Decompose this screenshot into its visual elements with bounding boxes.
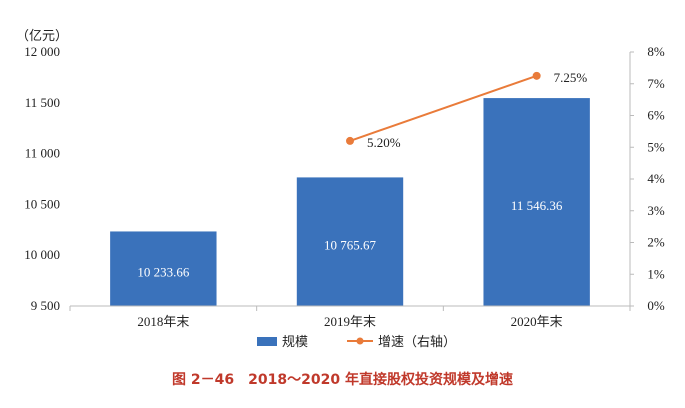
bars: 10 233.66 10 765.67 11 546.36 [110,98,590,307]
growth-point [532,71,541,80]
growth-point [346,136,354,145]
bar-value-label: 11 546.36 [511,198,563,213]
left-tick-label: 10 500 [24,196,60,211]
bar-value-label: 10 233.66 [137,265,190,280]
left-tick-label: 10 000 [24,247,60,262]
category-label: 2019年末 [324,314,376,329]
left-tick-label: 12 000 [24,44,60,59]
legend-bar-swatch [257,337,277,346]
figure-caption: 图 2－46 2018～2020 年直接股权投资规模及增速 [172,372,513,388]
category-labels: 2018年末 2019年末 2020年末 [69,306,631,329]
bar-3 [483,98,590,307]
right-tick-label: 5% [647,139,665,154]
right-tick-label: 6% [647,108,665,123]
bar-value-label: 10 765.67 [324,238,377,253]
right-tick-label: 4% [647,171,665,186]
growth-point-label: 7.25% [554,70,588,85]
chart: （亿元） 9 500 10 000 10 500 11 000 11 500 12 000… [16,29,665,350]
growth-line: 5.20% 7.25% [346,70,587,150]
right-tick-label: 2% [647,235,665,250]
left-axis-ticks: 9 500 10 000 10 500 11 000 11 500 12 000 [24,44,60,313]
left-tick-label: 11 500 [25,95,60,110]
right-tick-label: 7% [647,76,665,91]
growth-point-label: 5.20% [367,135,401,150]
left-tick-label: 9 500 [31,298,60,313]
bar-2 [296,177,404,306]
right-tick-label: 1% [647,266,665,281]
right-tick-label: 8% [647,44,665,59]
category-label: 2018年末 [137,314,189,329]
legend-line-label: 增速（右轴） [378,335,456,350]
legend: 规模 增速（右轴） [257,335,456,350]
legend-bar-label: 规模 [282,335,308,350]
y-axis-unit-label: （亿元） [16,29,68,44]
category-label: 2020年末 [511,314,563,329]
right-tick-label: 0% [647,298,665,313]
bar-1 [110,231,217,306]
right-tick-label: 3% [647,203,665,218]
growth-line-path [349,74,537,142]
left-tick-label: 11 000 [25,146,60,161]
legend-line-marker [356,337,364,345]
right-axis-ticks: 0% 1% 2% 3% 4% 5% 6% 7% 8% [630,44,665,313]
